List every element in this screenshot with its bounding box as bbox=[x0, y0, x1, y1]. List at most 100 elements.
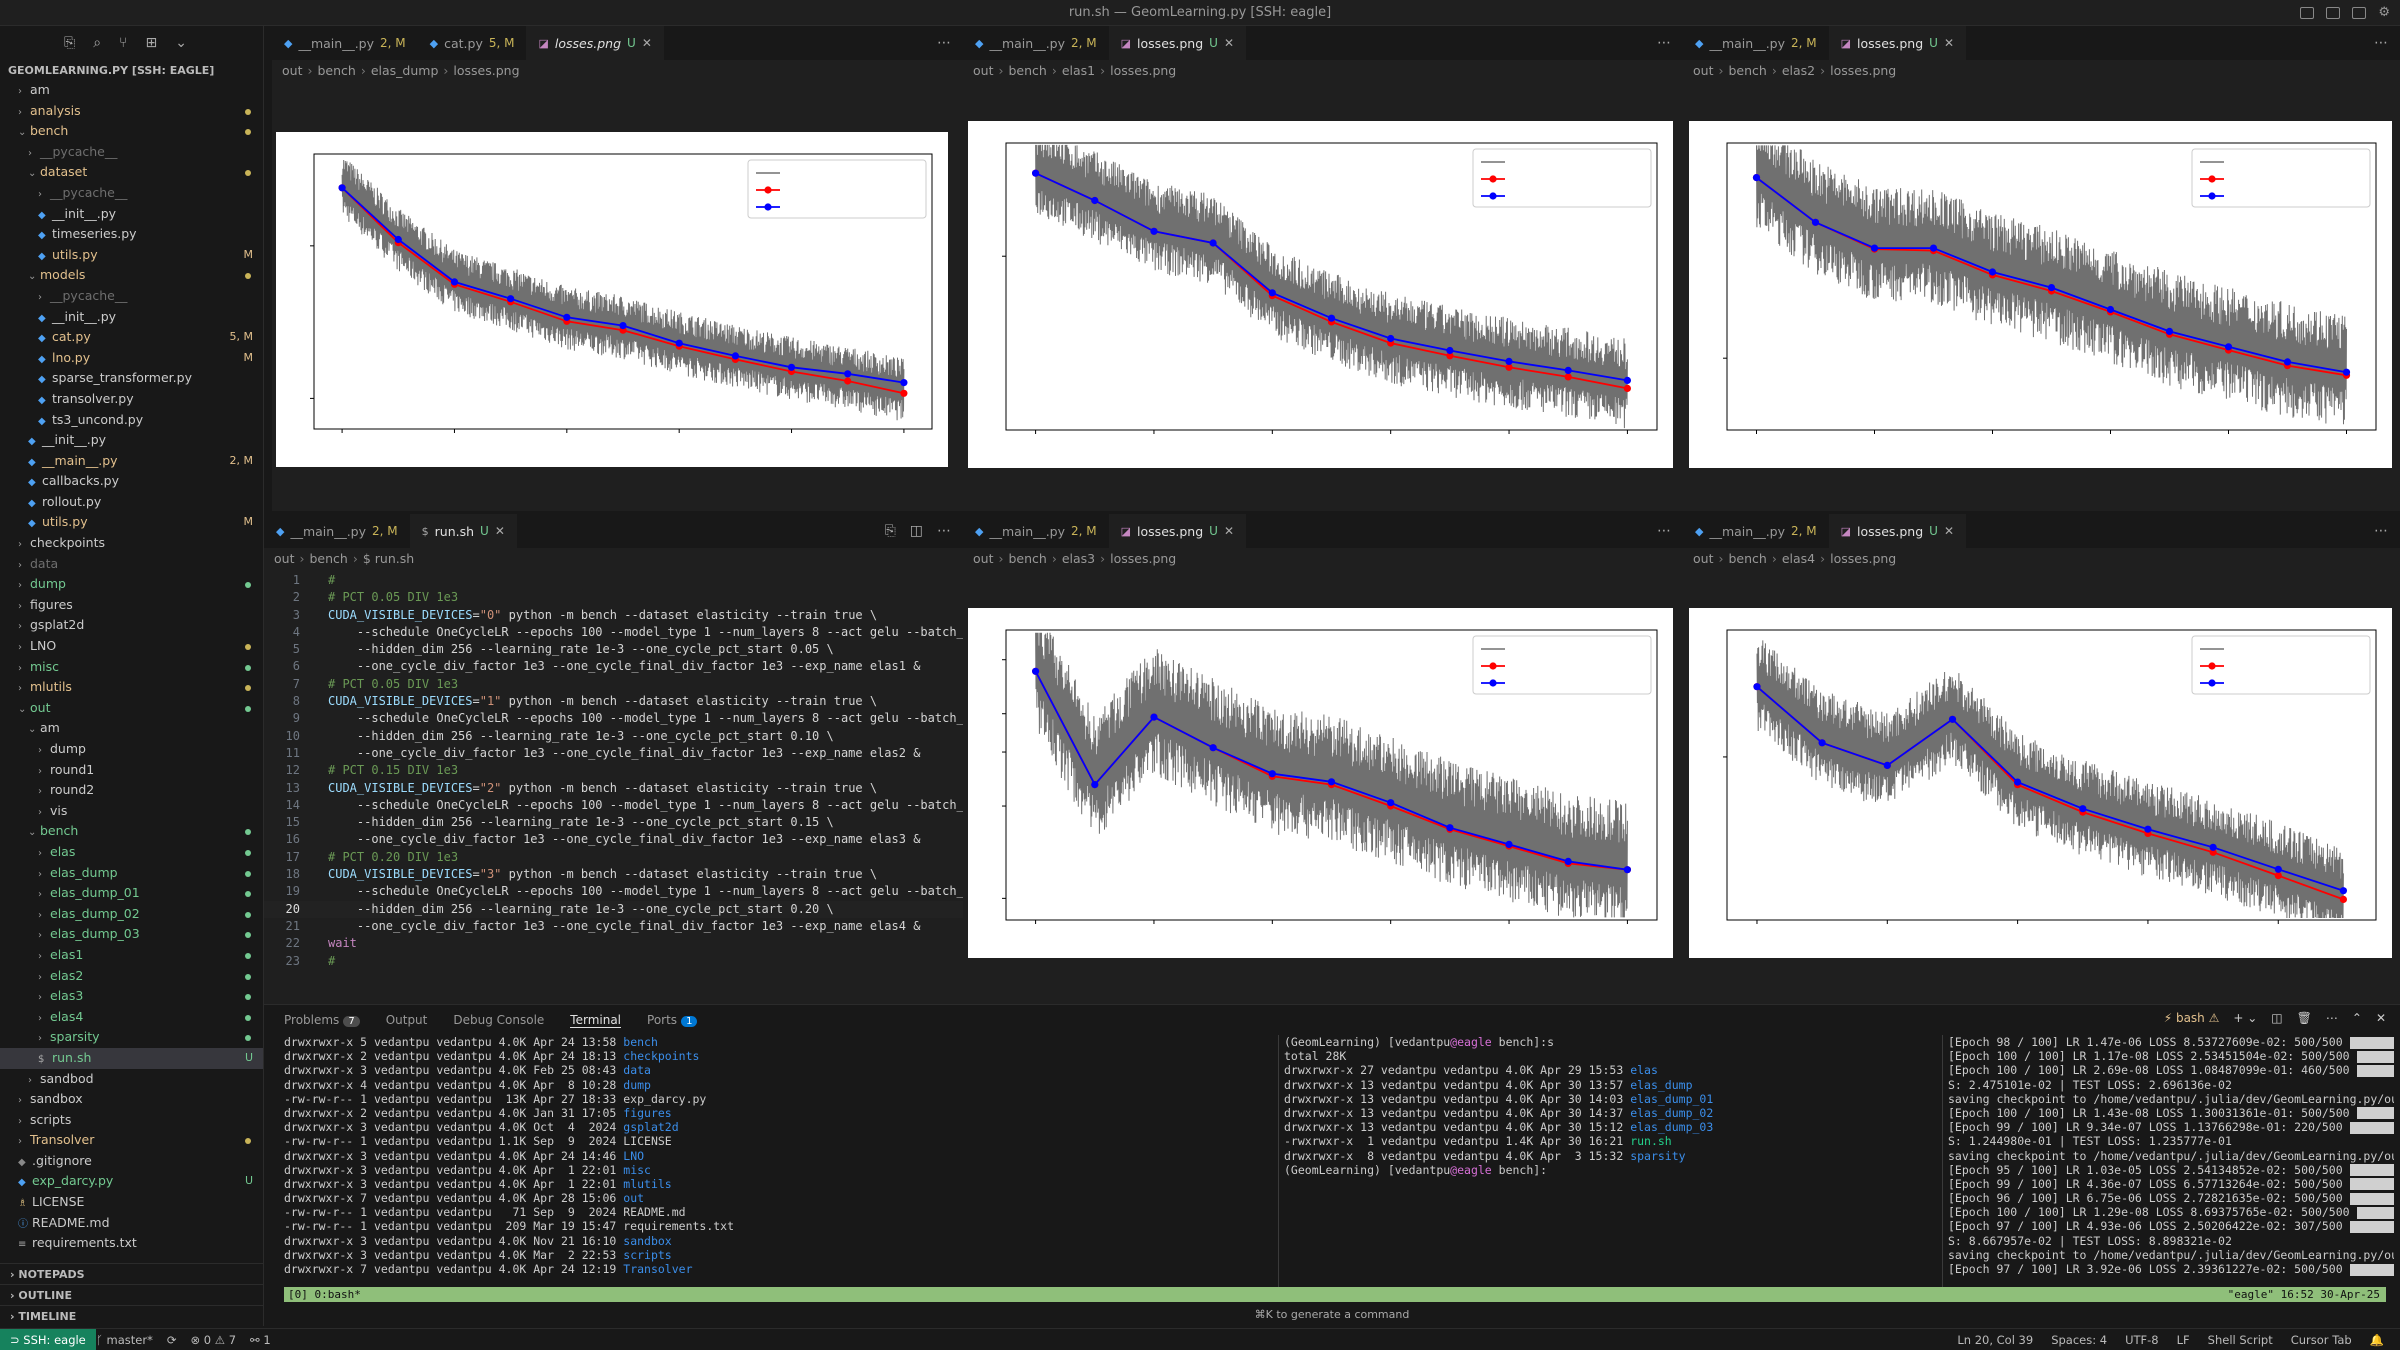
breadcrumb-item[interactable]: bench bbox=[309, 551, 348, 566]
breadcrumb-item[interactable]: out bbox=[1693, 551, 1714, 566]
code-line[interactable]: 22 wait bbox=[264, 935, 963, 952]
close-icon[interactable]: ✕ bbox=[1223, 524, 1235, 538]
compare-icon[interactable]: ⎘ bbox=[884, 523, 896, 539]
breadcrumb-item[interactable]: elas2 bbox=[1781, 63, 1816, 78]
breadcrumb-item[interactable]: losses.png bbox=[1830, 551, 1897, 566]
breadcrumb-item[interactable]: losses.png bbox=[1830, 63, 1897, 78]
tree-folder[interactable]: › figures bbox=[0, 595, 263, 616]
breadcrumb-item[interactable]: out bbox=[1693, 63, 1714, 78]
editor-tab[interactable]: ◆ cat.py 5, M bbox=[418, 26, 527, 60]
terminal-shell-label[interactable]: ⚡ bash ⚠ bbox=[2163, 1011, 2220, 1025]
breadcrumb-item[interactable]: bench bbox=[317, 63, 356, 78]
status-item-right[interactable]: 🔔 bbox=[2369, 1333, 2384, 1347]
code-line[interactable]: 17 # PCT 0.20 DIV 1e3 bbox=[264, 849, 963, 866]
editor-tab[interactable]: ◆ __main__.py 2, M bbox=[963, 514, 1109, 548]
breadcrumb-item[interactable]: elas3 bbox=[1061, 551, 1096, 566]
breadcrumb-item[interactable]: bench bbox=[1728, 63, 1767, 78]
close-icon[interactable]: ✕ bbox=[641, 36, 652, 50]
tree-folder[interactable]: › round2 bbox=[0, 780, 263, 801]
files-icon[interactable]: ⎘ bbox=[64, 35, 76, 51]
more-actions-icon[interactable]: ⋯ bbox=[1657, 35, 1671, 51]
status-item-right[interactable]: UTF-8 bbox=[2125, 1333, 2159, 1347]
code-line[interactable]: 4 --schedule OneCycleLR --epochs 100 --m… bbox=[264, 624, 963, 641]
tree-folder[interactable]: › gsplat2d bbox=[0, 615, 263, 636]
editor-tab[interactable]: ◆ __main__.py 2, M bbox=[963, 26, 1109, 60]
code-line[interactable]: 11 --one_cycle_div_factor 1e3 --one_cycl… bbox=[264, 745, 963, 762]
breadcrumb-item[interactable]: elas1 bbox=[1061, 63, 1096, 78]
tree-file[interactable]: ◆ __main__.py 2, M bbox=[0, 451, 263, 472]
code-line[interactable]: 23 # bbox=[264, 953, 963, 970]
breadcrumb-item[interactable]: bench bbox=[1008, 551, 1047, 566]
close-icon[interactable]: ✕ bbox=[1943, 524, 1955, 538]
tree-folder[interactable]: › round1 bbox=[0, 760, 263, 781]
tree-file[interactable]: ◆ .gitignore bbox=[0, 1151, 263, 1172]
more-actions-icon[interactable]: ⋯ bbox=[2325, 1011, 2338, 1025]
editor-tab[interactable]: ◪ losses.png U ✕ bbox=[1108, 514, 1247, 548]
tree-folder[interactable]: › sandbox bbox=[0, 1089, 263, 1110]
tree-folder[interactable]: › misc bbox=[0, 657, 263, 678]
code-line[interactable]: 6 --one_cycle_div_factor 1e3 --one_cycle… bbox=[264, 658, 963, 675]
breadcrumb-item[interactable]: elas4 bbox=[1781, 551, 1816, 566]
tree-folder[interactable]: › Transolver bbox=[0, 1130, 263, 1151]
tree-folder[interactable]: › elas1 bbox=[0, 945, 263, 966]
breadcrumb-item[interactable]: elas_dump bbox=[370, 63, 439, 78]
close-panel-icon[interactable]: ✕ bbox=[2375, 1011, 2386, 1025]
code-line[interactable]: 14 --schedule OneCycleLR --epochs 100 --… bbox=[264, 797, 963, 814]
breadcrumb-item[interactable]: losses.png bbox=[453, 63, 520, 78]
tree-file[interactable]: ◆ utils.py M bbox=[0, 245, 263, 266]
breadcrumb-item[interactable]: out bbox=[282, 63, 303, 78]
tree-folder[interactable]: › am bbox=[0, 80, 263, 101]
editor-tab[interactable]: $ run.sh U ✕ bbox=[409, 514, 517, 548]
tree-folder[interactable]: ⌄ models bbox=[0, 265, 263, 286]
code-line[interactable]: 16 --one_cycle_div_factor 1e3 --one_cycl… bbox=[264, 831, 963, 848]
status-item-right[interactable]: Cursor Tab bbox=[2290, 1333, 2352, 1347]
code-line[interactable]: 5 --hidden_dim 256 --learning_rate 1e-3 … bbox=[264, 641, 963, 658]
split-editor-icon[interactable]: ◫ bbox=[909, 523, 923, 539]
terminal-pane-1[interactable]: drwxrwxr-x 5 vedantpu vedantpu 4.0K Apr … bbox=[284, 1035, 1274, 1277]
status-item-left[interactable]: ᚴ master* bbox=[96, 1333, 153, 1347]
tree-file[interactable]: ◆ transolver.py bbox=[0, 389, 263, 410]
status-item-left[interactable]: ⟳ bbox=[166, 1333, 177, 1347]
status-item-right[interactable]: Spaces: 4 bbox=[2051, 1333, 2108, 1347]
tree-folder[interactable]: › dump bbox=[0, 739, 263, 760]
search-icon[interactable]: ⌕ bbox=[93, 35, 102, 51]
tree-folder[interactable]: › vis bbox=[0, 801, 263, 822]
code-line[interactable]: 10 --hidden_dim 256 --learning_rate 1e-3… bbox=[264, 728, 963, 745]
code-line[interactable]: 18 CUDA_VISIBLE_DEVICES="3" python -m ben… bbox=[264, 866, 963, 883]
terminal-divider[interactable] bbox=[1942, 1035, 1943, 1291]
tree-file[interactable]: ≡ requirements.txt bbox=[0, 1233, 263, 1254]
tree-folder[interactable]: ⌄ am bbox=[0, 718, 263, 739]
breadcrumb-item[interactable]: losses.png bbox=[1110, 551, 1177, 566]
tree-folder[interactable]: ⌄ out bbox=[0, 698, 263, 719]
tree-file[interactable]: ◆ ts3_uncond.py bbox=[0, 410, 263, 431]
editor-tab[interactable]: ◆ __main__.py 2, M bbox=[272, 26, 418, 60]
panel-tab-ports[interactable]: Ports 1 bbox=[647, 1013, 698, 1027]
tree-folder[interactable]: › elas_dump_02 bbox=[0, 904, 263, 925]
tree-folder[interactable]: › analysis bbox=[0, 101, 263, 122]
maximize-panel-icon[interactable]: ⌃ bbox=[2351, 1011, 2362, 1025]
editor-tab[interactable]: ◆ __main__.py 2, M bbox=[1683, 26, 1829, 60]
tree-folder[interactable]: › sparsity bbox=[0, 1027, 263, 1048]
tree-file[interactable]: ◆ sparse_transformer.py bbox=[0, 368, 263, 389]
breadcrumb-item[interactable]: bench bbox=[1728, 551, 1767, 566]
breadcrumb-item[interactable]: bench bbox=[1008, 63, 1047, 78]
more-actions-icon[interactable]: ⋯ bbox=[1657, 523, 1671, 539]
tree-folder[interactable]: › __pycache__ bbox=[0, 142, 263, 163]
tree-file[interactable]: ◆ __init__.py bbox=[0, 430, 263, 451]
code-line[interactable]: 12 # PCT 0.15 DIV 1e3 bbox=[264, 762, 963, 779]
status-item-right[interactable]: LF bbox=[2176, 1333, 2190, 1347]
code-line[interactable]: 1 # bbox=[264, 572, 963, 589]
tree-folder[interactable]: ⌄ bench bbox=[0, 121, 263, 142]
breadcrumb-item[interactable]: losses.png bbox=[1110, 63, 1177, 78]
tree-file[interactable]: ◆ timeseries.py bbox=[0, 224, 263, 245]
tree-file[interactable]: ◆ rollout.py bbox=[0, 492, 263, 513]
tree-folder[interactable]: › data bbox=[0, 554, 263, 575]
code-line[interactable]: 2 # PCT 0.05 DIV 1e3 bbox=[264, 589, 963, 606]
tree-folder[interactable]: › elas_dump_01 bbox=[0, 883, 263, 904]
more-actions-icon[interactable]: ⋯ bbox=[2374, 523, 2388, 539]
more-actions-icon[interactable]: ⋯ bbox=[937, 523, 951, 539]
tree-folder[interactable]: › __pycache__ bbox=[0, 183, 263, 204]
breadcrumb-item[interactable]: out bbox=[973, 63, 994, 78]
close-icon[interactable]: ✕ bbox=[1223, 36, 1235, 50]
breadcrumb-item[interactable]: out bbox=[973, 551, 994, 566]
